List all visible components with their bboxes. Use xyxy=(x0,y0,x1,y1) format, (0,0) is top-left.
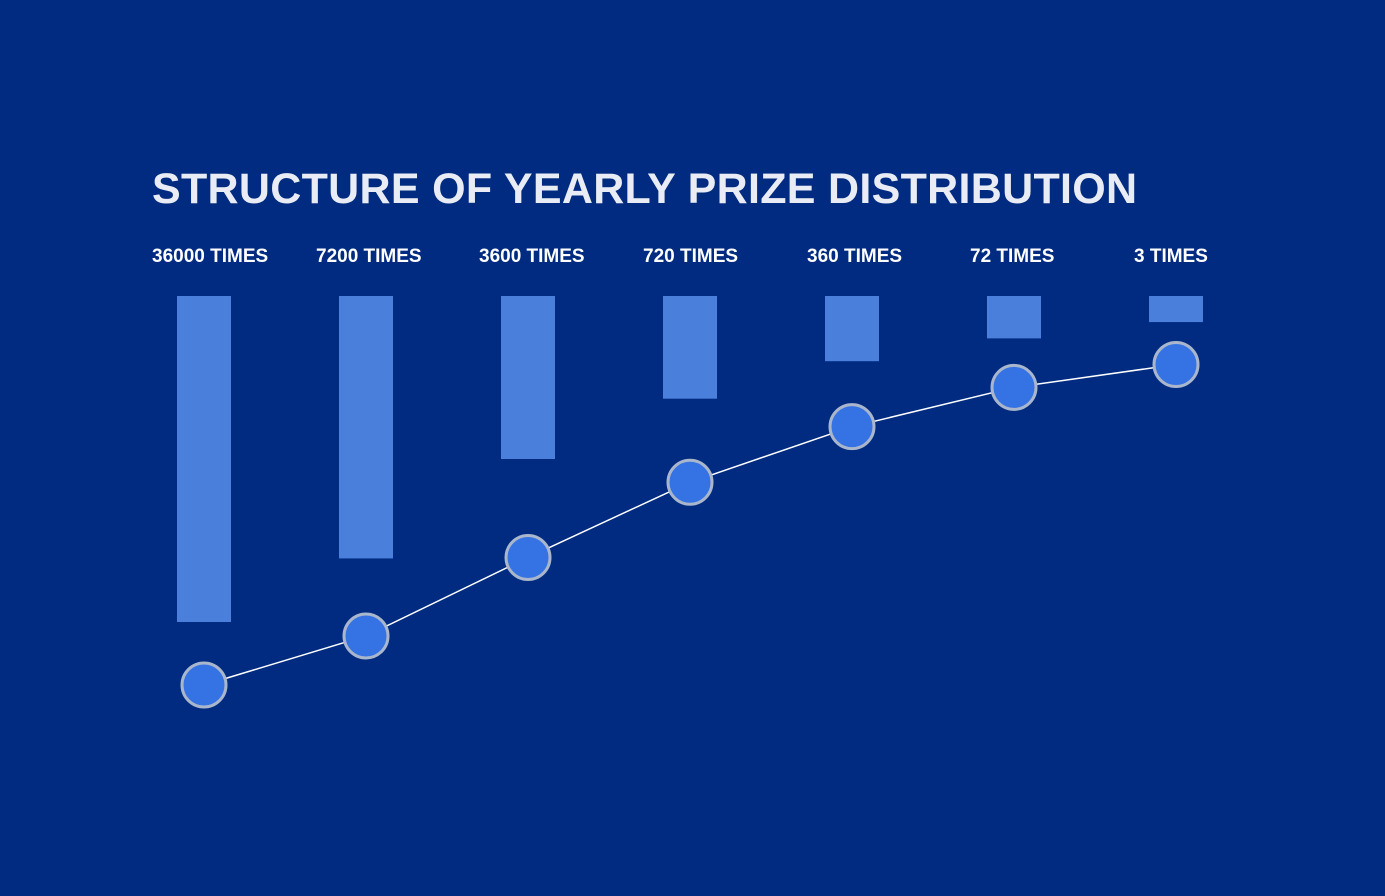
category-label: 72 TIMES xyxy=(970,246,1054,267)
trend-point xyxy=(990,363,1038,411)
bar xyxy=(501,296,555,459)
bar xyxy=(987,296,1041,339)
bar xyxy=(177,296,231,622)
trend-point xyxy=(180,661,228,709)
category-label: 3600 TIMES xyxy=(479,246,585,267)
bar xyxy=(339,296,393,559)
trend-point xyxy=(666,458,714,506)
trend-point xyxy=(342,612,390,660)
category-label: 36000 TIMES xyxy=(152,246,268,267)
category-label: 3 TIMES xyxy=(1134,246,1208,267)
bar xyxy=(663,296,717,399)
trend-points xyxy=(180,341,1200,709)
trend-point xyxy=(828,403,876,451)
bar xyxy=(1149,296,1203,323)
category-label: 720 TIMES xyxy=(643,246,738,267)
trend-point xyxy=(1152,341,1200,389)
category-label: 7200 TIMES xyxy=(316,246,422,267)
chart-title: STRUCTURE OF YEARLY PRIZE DISTRIBUTION xyxy=(152,165,1138,213)
category-label: 360 TIMES xyxy=(807,246,902,267)
bars xyxy=(177,296,1203,622)
bar xyxy=(825,296,879,362)
trend-point xyxy=(504,533,552,581)
category-labels: 36000 TIMES 7200 TIMES 3600 TIMES 720 TIMES… xyxy=(152,246,1208,267)
